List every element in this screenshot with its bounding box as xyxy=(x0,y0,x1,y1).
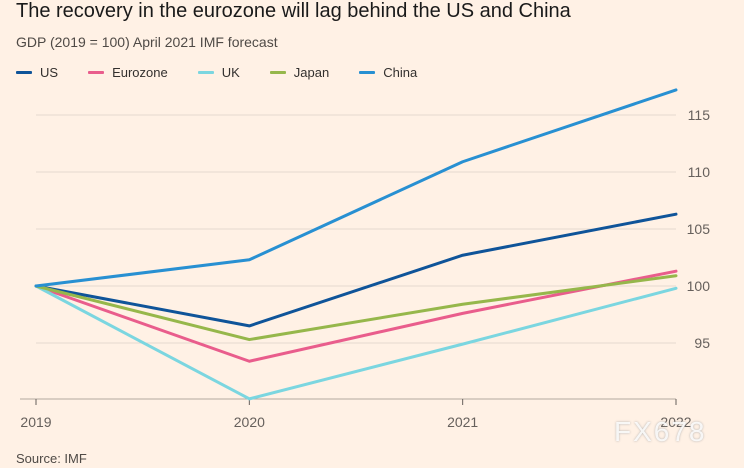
chart-title: The recovery in the eurozone will lag be… xyxy=(16,0,571,22)
legend-label: US xyxy=(40,65,59,80)
x-tick-label: 2021 xyxy=(447,414,478,430)
legend-label: Japan xyxy=(293,65,330,80)
legend-item-eurozone: Eurozone xyxy=(88,65,168,80)
source-note: Source: IMF xyxy=(16,451,87,466)
legend-swatch xyxy=(16,71,32,74)
x-tick-label: 2020 xyxy=(234,414,265,430)
y-tick-label: 105 xyxy=(687,221,711,237)
legend-swatch xyxy=(197,71,214,74)
axis xyxy=(20,398,677,405)
legend-item-china: China xyxy=(359,65,417,80)
y-tick-label: 110 xyxy=(688,164,711,180)
y-tick-label: 95 xyxy=(694,335,710,351)
legend-swatch xyxy=(359,71,376,74)
legend-swatch xyxy=(88,71,105,74)
x-tick-label: 2022 xyxy=(660,414,691,430)
series-line-china xyxy=(34,88,678,288)
x-tick-label: 2019 xyxy=(20,414,51,430)
legend-swatch xyxy=(269,71,286,74)
legend-item-uk: UK xyxy=(197,65,240,80)
series-line-eurozone xyxy=(34,269,678,363)
legend-item-japan: Japan xyxy=(269,65,330,80)
tick-labels: 95 100 105 110 115 2019 2020 2021 2022 xyxy=(20,107,710,430)
chart-subtitle: GDP (2019 = 100) April 2021 IMF forecast xyxy=(16,34,278,50)
legend-item-us: US xyxy=(16,65,58,80)
y-tick-label: 115 xyxy=(688,107,711,123)
y-tick-label: 100 xyxy=(687,278,711,294)
legend-label: UK xyxy=(221,65,240,80)
series-line-uk xyxy=(34,284,678,401)
series-line-us xyxy=(34,212,678,328)
series-line-japan xyxy=(34,274,678,342)
watermark: FX678 xyxy=(614,416,707,447)
legend: US Eurozone UK Japan China xyxy=(16,65,447,80)
legend-label: China xyxy=(383,65,418,80)
series-lines xyxy=(34,88,678,401)
legend-label: Eurozone xyxy=(112,65,168,80)
